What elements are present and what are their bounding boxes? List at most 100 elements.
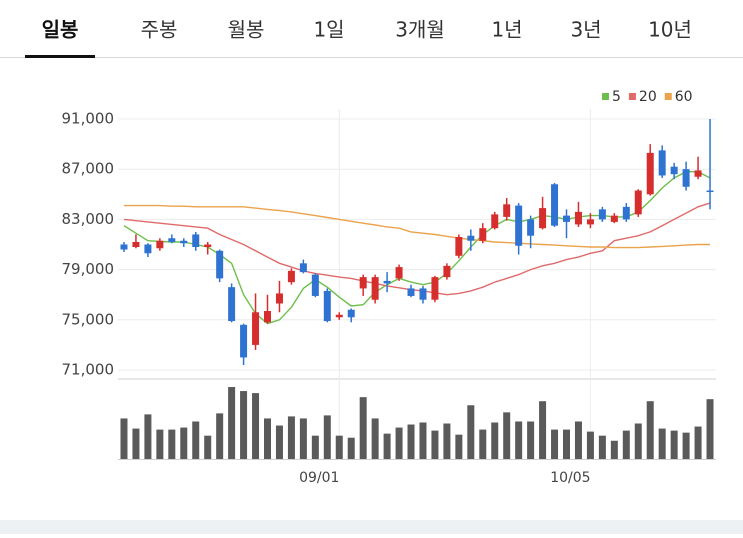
legend-swatch — [628, 93, 636, 100]
candle-body — [216, 250, 224, 279]
candle-body — [144, 244, 152, 254]
volume-bar — [467, 405, 475, 459]
volume-bar — [252, 393, 260, 459]
y-tick-label: 83,000 — [62, 210, 115, 228]
candle-body — [563, 215, 570, 222]
volume-bar — [144, 414, 152, 459]
legend-label: 5 — [612, 89, 621, 105]
candle-body — [252, 312, 260, 345]
volume-bar — [335, 435, 343, 459]
tab[interactable]: 월봉 — [228, 18, 265, 42]
candle-body — [156, 240, 164, 249]
volume-bar — [443, 423, 451, 459]
candle-body — [670, 166, 678, 175]
candle-body — [574, 211, 582, 225]
ma-line — [123, 202, 711, 296]
y-tick-label: 71,000 — [62, 361, 115, 379]
volume-bar — [634, 423, 642, 459]
candle-body — [311, 274, 319, 296]
candle-body — [503, 204, 511, 217]
x-tick-label: 09/01 — [299, 470, 339, 486]
volume-bar — [132, 428, 140, 459]
volume-bar — [323, 415, 331, 459]
candle-body — [395, 267, 403, 279]
legend-label: 60 — [675, 89, 693, 105]
candle-body — [168, 238, 176, 242]
volume-bar — [515, 421, 523, 459]
tab-underline — [25, 55, 95, 58]
candle-body — [431, 277, 439, 300]
volume-bar — [168, 429, 176, 459]
volume-bar — [228, 387, 236, 459]
candle-body — [359, 277, 367, 289]
volume-bar — [216, 413, 224, 459]
candle-body — [479, 228, 487, 241]
x-tick-label: 10/05 — [550, 470, 590, 486]
volume-bar — [586, 431, 594, 459]
volume-bar — [658, 428, 666, 459]
candle-body — [287, 270, 295, 283]
volume-bar — [646, 401, 654, 459]
volume-bar — [407, 424, 415, 459]
volume-bar — [551, 429, 559, 459]
volume-bar — [264, 418, 271, 459]
volume-bar — [622, 430, 630, 459]
candle-body — [443, 265, 451, 278]
volume-bar — [371, 418, 379, 459]
candle-body — [407, 288, 415, 296]
candle-body — [335, 314, 343, 318]
volume-bar — [156, 429, 164, 459]
volume-bar — [311, 435, 319, 459]
candle-body — [491, 214, 499, 229]
volume-bar — [563, 429, 570, 459]
tab[interactable]: 1년 — [491, 18, 522, 42]
volume-bar — [180, 427, 188, 459]
candle-body — [240, 324, 248, 358]
candle-body — [467, 235, 475, 241]
volume-bar — [479, 429, 487, 459]
volume-bar — [491, 422, 499, 459]
volume-bar — [682, 432, 690, 459]
candle-body — [527, 219, 535, 236]
tab[interactable]: 3년 — [570, 18, 601, 42]
candle-body — [455, 236, 463, 256]
tab[interactable]: 일봉 — [42, 18, 79, 42]
candle-body — [120, 244, 128, 250]
volume-bar — [574, 421, 582, 459]
candle-body — [598, 209, 606, 220]
volume-bar — [395, 427, 403, 459]
volume-bar — [455, 434, 463, 459]
candle-body — [610, 215, 618, 222]
candle-body — [419, 288, 427, 300]
volume-bar — [347, 437, 355, 459]
volume-bar — [120, 418, 128, 459]
volume-bar — [670, 430, 678, 459]
candle-body — [132, 241, 140, 248]
volume-bar — [539, 401, 547, 459]
candle-body — [323, 290, 331, 322]
candle-body — [180, 240, 188, 244]
tab[interactable]: 3개월 — [395, 18, 445, 42]
tab[interactable]: 10년 — [648, 18, 692, 42]
volume-bar — [431, 430, 439, 459]
y-tick-label: 75,000 — [62, 310, 115, 328]
candle-body — [694, 170, 702, 177]
volume-bar — [694, 426, 702, 459]
candle-body — [586, 219, 594, 225]
tab[interactable]: 1일 — [313, 18, 344, 42]
candle-body — [706, 190, 714, 193]
tab[interactable]: 주봉 — [141, 18, 178, 42]
candle-body — [682, 169, 690, 187]
volume-bar — [503, 412, 511, 459]
volume-bar — [204, 435, 212, 459]
y-tick-label: 79,000 — [62, 260, 115, 278]
candle-body — [347, 309, 355, 318]
volume-bar — [240, 391, 248, 459]
volume-bar — [192, 421, 200, 459]
legend-label: 20 — [639, 89, 657, 105]
y-tick-label: 87,000 — [62, 160, 115, 178]
candle-body — [646, 152, 654, 195]
candle-body — [383, 280, 391, 284]
candle-body — [551, 184, 559, 226]
